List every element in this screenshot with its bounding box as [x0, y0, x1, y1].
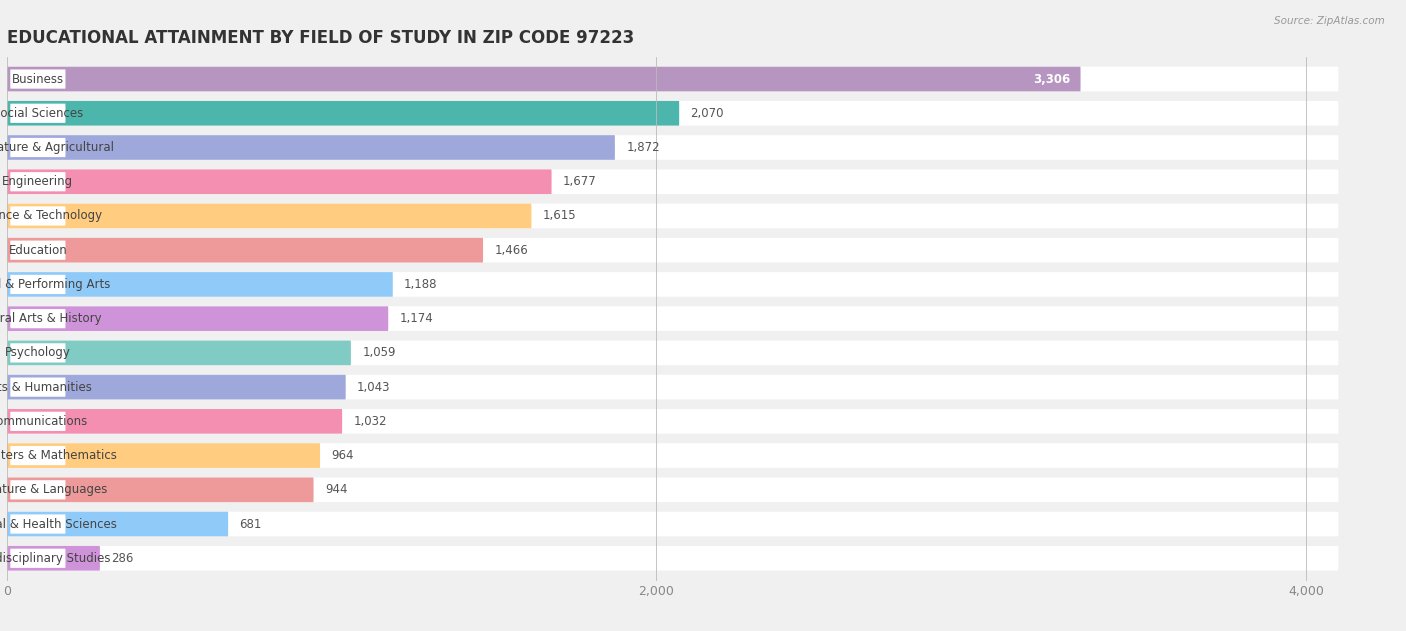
FancyBboxPatch shape	[7, 512, 228, 536]
Text: Multidisciplinary Studies: Multidisciplinary Studies	[0, 551, 110, 565]
FancyBboxPatch shape	[7, 169, 551, 194]
Text: Physical & Health Sciences: Physical & Health Sciences	[0, 517, 117, 531]
Text: 1,677: 1,677	[562, 175, 596, 188]
Text: Engineering: Engineering	[3, 175, 73, 188]
FancyBboxPatch shape	[10, 309, 66, 328]
FancyBboxPatch shape	[7, 135, 614, 160]
Text: Communications: Communications	[0, 415, 87, 428]
FancyBboxPatch shape	[7, 512, 1339, 536]
Text: Arts & Humanities: Arts & Humanities	[0, 380, 91, 394]
FancyBboxPatch shape	[7, 341, 351, 365]
FancyBboxPatch shape	[7, 409, 342, 433]
Text: 681: 681	[239, 517, 262, 531]
FancyBboxPatch shape	[10, 103, 66, 123]
FancyBboxPatch shape	[7, 135, 1339, 160]
FancyBboxPatch shape	[10, 377, 66, 397]
FancyBboxPatch shape	[7, 306, 1339, 331]
FancyBboxPatch shape	[7, 478, 314, 502]
FancyBboxPatch shape	[7, 67, 1081, 91]
FancyBboxPatch shape	[7, 238, 1339, 262]
FancyBboxPatch shape	[7, 443, 1339, 468]
FancyBboxPatch shape	[10, 240, 66, 260]
Text: 1,059: 1,059	[363, 346, 395, 360]
FancyBboxPatch shape	[7, 67, 1339, 91]
Text: Education: Education	[8, 244, 67, 257]
FancyBboxPatch shape	[7, 272, 1339, 297]
FancyBboxPatch shape	[10, 69, 66, 88]
Text: 2,070: 2,070	[690, 107, 724, 120]
FancyBboxPatch shape	[7, 306, 388, 331]
FancyBboxPatch shape	[7, 238, 484, 262]
FancyBboxPatch shape	[10, 549, 66, 568]
Text: Literature & Languages: Literature & Languages	[0, 483, 108, 497]
FancyBboxPatch shape	[7, 169, 1339, 194]
FancyBboxPatch shape	[10, 206, 66, 225]
Text: 1,174: 1,174	[399, 312, 433, 325]
FancyBboxPatch shape	[7, 272, 392, 297]
FancyBboxPatch shape	[7, 478, 1339, 502]
Text: 3,306: 3,306	[1033, 73, 1071, 86]
Text: 1,466: 1,466	[495, 244, 529, 257]
FancyBboxPatch shape	[10, 412, 66, 431]
FancyBboxPatch shape	[7, 204, 1339, 228]
FancyBboxPatch shape	[10, 514, 66, 534]
FancyBboxPatch shape	[7, 546, 100, 570]
Text: Social Sciences: Social Sciences	[0, 107, 83, 120]
Text: 1,043: 1,043	[357, 380, 391, 394]
Text: Psychology: Psychology	[6, 346, 70, 360]
Text: 1,872: 1,872	[626, 141, 659, 154]
FancyBboxPatch shape	[10, 446, 66, 465]
Text: Computers & Mathematics: Computers & Mathematics	[0, 449, 117, 462]
Text: EDUCATIONAL ATTAINMENT BY FIELD OF STUDY IN ZIP CODE 97223: EDUCATIONAL ATTAINMENT BY FIELD OF STUDY…	[7, 29, 634, 47]
FancyBboxPatch shape	[10, 138, 66, 157]
Text: Business: Business	[11, 73, 63, 86]
FancyBboxPatch shape	[10, 343, 66, 362]
Text: 286: 286	[111, 551, 134, 565]
FancyBboxPatch shape	[10, 480, 66, 499]
FancyBboxPatch shape	[10, 275, 66, 294]
FancyBboxPatch shape	[10, 172, 66, 191]
Text: Liberal Arts & History: Liberal Arts & History	[0, 312, 101, 325]
FancyBboxPatch shape	[7, 409, 1339, 433]
Text: 964: 964	[332, 449, 354, 462]
FancyBboxPatch shape	[7, 375, 346, 399]
FancyBboxPatch shape	[7, 204, 531, 228]
Text: Bio, Nature & Agricultural: Bio, Nature & Agricultural	[0, 141, 114, 154]
Text: 1,615: 1,615	[543, 209, 576, 223]
Text: 1,032: 1,032	[353, 415, 387, 428]
Text: 944: 944	[325, 483, 347, 497]
Text: 1,188: 1,188	[404, 278, 437, 291]
FancyBboxPatch shape	[7, 546, 1339, 570]
Text: Visual & Performing Arts: Visual & Performing Arts	[0, 278, 110, 291]
FancyBboxPatch shape	[7, 101, 679, 126]
Text: Source: ZipAtlas.com: Source: ZipAtlas.com	[1274, 16, 1385, 26]
FancyBboxPatch shape	[7, 443, 321, 468]
Text: Science & Technology: Science & Technology	[0, 209, 103, 223]
FancyBboxPatch shape	[7, 375, 1339, 399]
FancyBboxPatch shape	[7, 101, 1339, 126]
FancyBboxPatch shape	[7, 341, 1339, 365]
